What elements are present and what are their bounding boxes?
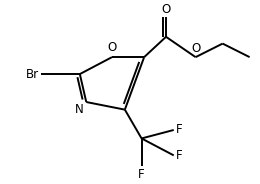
Text: F: F <box>176 149 183 162</box>
Text: N: N <box>75 103 84 116</box>
Text: O: O <box>191 42 200 55</box>
Text: O: O <box>161 3 171 16</box>
Text: F: F <box>176 123 183 137</box>
Text: Br: Br <box>26 68 39 81</box>
Text: O: O <box>107 41 117 54</box>
Text: F: F <box>138 168 145 181</box>
